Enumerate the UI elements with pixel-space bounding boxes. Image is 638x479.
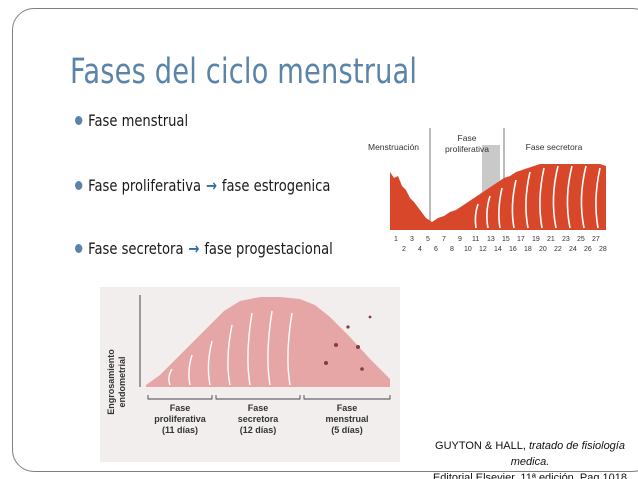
bullet-fase-proliferativa: Fase proliferativa → fase estrogenica bbox=[75, 176, 330, 195]
label-secretory: Fase secretora bbox=[526, 142, 583, 152]
label-proliferative-1: Fase bbox=[458, 133, 477, 143]
ylabel-1: Engrosamiento bbox=[106, 349, 116, 415]
svg-text:20: 20 bbox=[539, 246, 547, 253]
svg-text:proliferativa: proliferativa bbox=[154, 414, 207, 424]
svg-text:(5 días): (5 días) bbox=[331, 425, 363, 435]
svg-text:9: 9 bbox=[458, 236, 462, 243]
citation-authors: GUYTON & HALL, bbox=[435, 440, 526, 452]
svg-text:21: 21 bbox=[547, 236, 555, 243]
svg-text:(12 días): (12 días) bbox=[240, 425, 277, 435]
bullet-text: Fase menstrual bbox=[88, 111, 189, 130]
svg-text:5: 5 bbox=[426, 236, 430, 243]
bullet-fase-secretora: Fase secretora → fase progestacional bbox=[75, 239, 333, 258]
svg-text:12: 12 bbox=[479, 246, 487, 253]
svg-text:14: 14 bbox=[494, 246, 502, 253]
bullet-text: Fase proliferativa bbox=[88, 176, 202, 195]
svg-text:10: 10 bbox=[464, 246, 472, 253]
endometrial-glands bbox=[168, 310, 293, 386]
bullet-text: Fase secretora bbox=[88, 239, 184, 258]
endometrial-glands bbox=[474, 165, 601, 229]
bullet-dot-icon bbox=[75, 244, 83, 253]
slide-title: Fases del ciclo menstrual bbox=[70, 52, 418, 92]
phase-labels: Fase proliferativa (11 días) Fase secret… bbox=[154, 403, 368, 435]
svg-text:Fase: Fase bbox=[337, 403, 358, 413]
svg-text:1: 1 bbox=[394, 236, 398, 243]
endometrial-thickening-figure: Engrosamiento endometrial Fase prolifera… bbox=[100, 287, 400, 462]
citation-title-cont: medica. bbox=[510, 456, 550, 468]
bullet-fase-menstrual: Fase menstrual bbox=[75, 111, 188, 130]
svg-text:7: 7 bbox=[442, 236, 446, 243]
svg-text:4: 4 bbox=[418, 246, 422, 253]
svg-text:19: 19 bbox=[532, 236, 540, 243]
svg-text:2: 2 bbox=[402, 246, 406, 253]
ylabel-2: endometrial bbox=[117, 356, 127, 407]
endometrium-cycle-figure: Menstruación Fase proliferativa Fase sec… bbox=[368, 128, 607, 253]
right-arrow-icon: → bbox=[188, 239, 200, 258]
bullet-dot-icon bbox=[75, 116, 83, 125]
svg-text:Fase: Fase bbox=[170, 403, 191, 413]
svg-text:menstrual: menstrual bbox=[325, 414, 368, 424]
svg-text:11: 11 bbox=[472, 236, 479, 243]
svg-text:13: 13 bbox=[487, 236, 495, 243]
svg-text:24: 24 bbox=[569, 246, 577, 253]
right-arrow-icon: → bbox=[205, 176, 217, 195]
svg-text:27: 27 bbox=[592, 236, 600, 243]
label-proliferative-2: proliferativa bbox=[445, 144, 489, 154]
phase-brackets bbox=[147, 395, 391, 400]
svg-text:17: 17 bbox=[517, 236, 525, 243]
endometrium-tissue bbox=[390, 164, 606, 230]
svg-text:secretora: secretora bbox=[238, 414, 280, 424]
shedding-debris bbox=[324, 315, 372, 371]
svg-text:6: 6 bbox=[434, 246, 438, 253]
svg-text:16: 16 bbox=[509, 246, 517, 253]
svg-text:Fase: Fase bbox=[248, 403, 269, 413]
svg-text:23: 23 bbox=[562, 236, 570, 243]
citation-title: tratado de fisiología bbox=[528, 440, 625, 452]
svg-text:26: 26 bbox=[584, 246, 592, 253]
bullet-arrow-text: fase estrogenica bbox=[221, 176, 331, 195]
svg-text:18: 18 bbox=[524, 246, 532, 253]
label-menstruation: Menstruación bbox=[368, 142, 419, 152]
svg-text:3: 3 bbox=[410, 236, 414, 243]
citation-publisher: Editorial Elsevier, 11ª edición, Pag 101… bbox=[432, 472, 628, 479]
citation: GUYTON & HALL, tratado de fisiología med… bbox=[392, 438, 638, 479]
svg-text:22: 22 bbox=[554, 246, 562, 253]
svg-text:28: 28 bbox=[599, 246, 607, 253]
slide-frame bbox=[12, 8, 638, 472]
svg-text:(11 días): (11 días) bbox=[162, 425, 198, 435]
svg-text:25: 25 bbox=[577, 236, 585, 243]
svg-text:15: 15 bbox=[502, 236, 510, 243]
bullet-arrow-text: fase progestacional bbox=[204, 239, 333, 258]
svg-text:8: 8 bbox=[450, 246, 454, 253]
bullet-dot-icon bbox=[75, 181, 83, 190]
